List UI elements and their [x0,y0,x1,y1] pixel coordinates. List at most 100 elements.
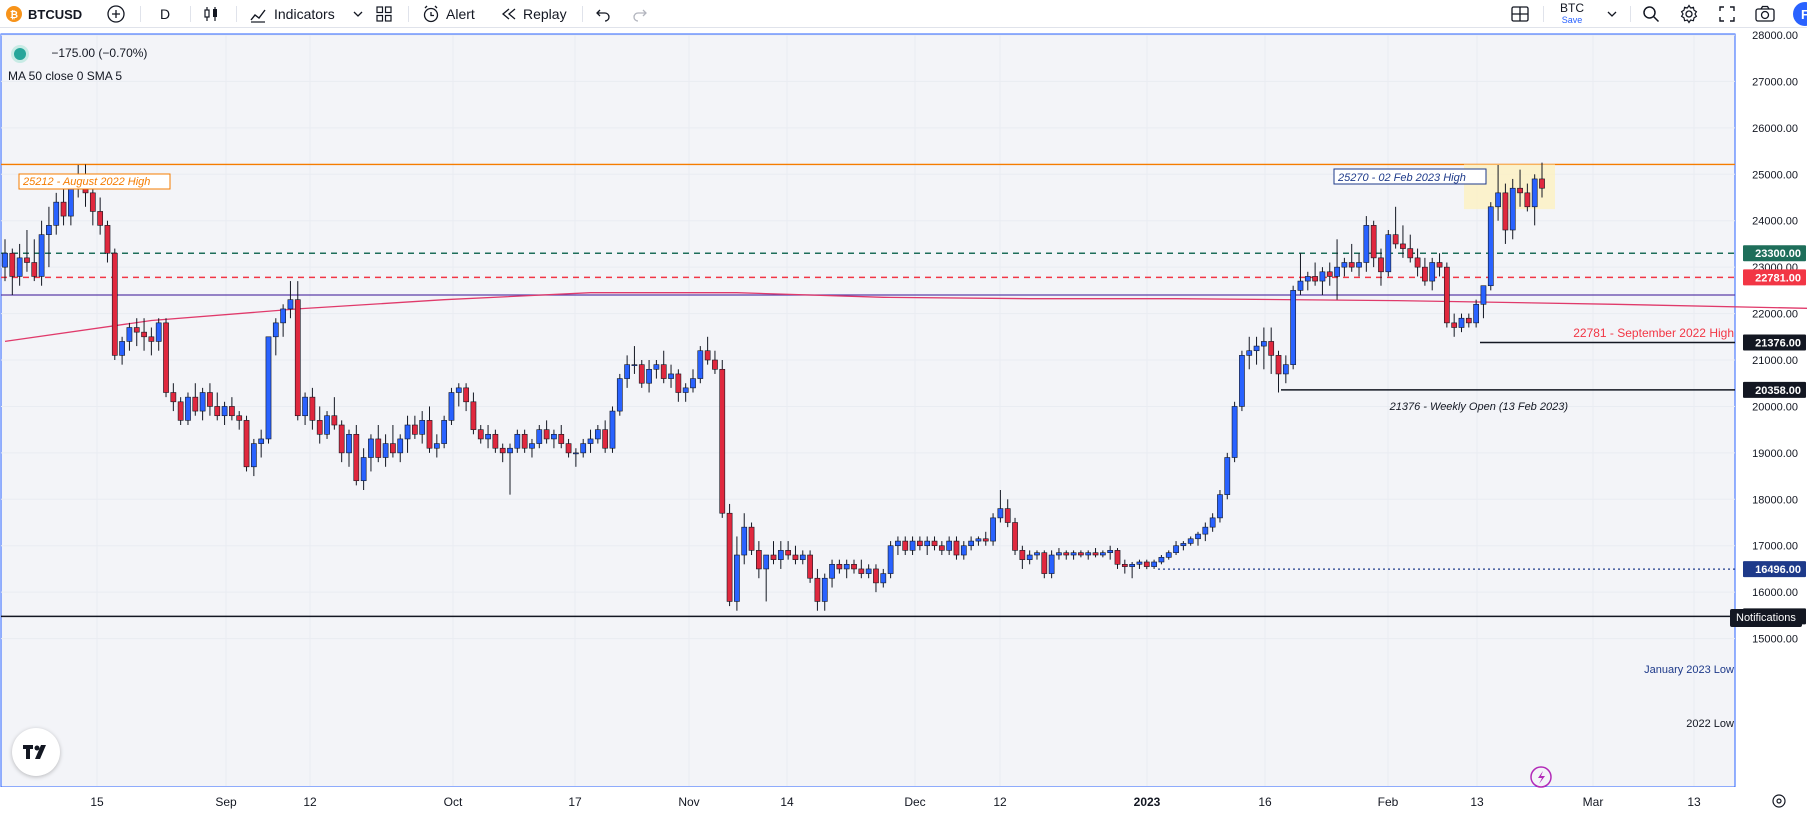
price-tick-label: 24000.00 [1752,216,1798,228]
user-avatar[interactable]: F [1793,0,1807,28]
candle-body [390,443,396,454]
candle-body [1304,276,1311,282]
time-scale-background [0,787,1807,814]
candle-body [719,368,726,514]
candle-body [1056,552,1062,556]
candle-body [924,540,931,547]
candle-body [236,415,243,421]
candle-body [1099,552,1106,556]
candle-body [1114,550,1121,565]
candle-body [1539,178,1545,189]
layout-button[interactable] [1510,0,1530,28]
time-axis-settings-icon[interactable] [1772,794,1786,808]
candle-body [1385,234,1392,273]
candle-body [133,327,140,333]
candle-body [104,225,111,254]
price-change: −175.00 (−0.70%) [51,46,148,60]
snapshot-button[interactable] [1754,0,1776,28]
notifications-button[interactable]: Notifications [1730,609,1802,627]
candle-body [1297,280,1304,291]
candle-body [111,252,118,356]
candle-body [1246,350,1253,356]
candle-body [2,252,8,268]
ma-legend[interactable]: MA 50 close 0 SMA 5 [8,69,122,83]
candle-body [734,554,740,602]
candle-body [9,252,16,277]
candle-body [960,545,967,556]
undo-button[interactable] [594,0,612,28]
price-badge [1743,334,1806,351]
candle-body [1231,406,1238,458]
candle-body [653,364,660,370]
interval-button[interactable]: D [160,0,170,28]
alert-button[interactable]: Alert [421,0,475,28]
candle-body [573,452,579,455]
alerts-flash-icon[interactable] [1530,766,1552,788]
candle-body [682,387,689,393]
replay-button[interactable]: Replay [500,0,567,28]
january-low-label: January 2023 Low [1644,664,1734,676]
layout-menu-button[interactable] [1605,0,1619,28]
candle-body [163,322,169,393]
candle-body [770,554,777,560]
feb-high-label-box [1333,168,1487,185]
candle-body [602,429,609,449]
candle-body [1341,262,1348,268]
price-tick-label: 25000.00 [1752,169,1798,181]
august-high-label-box [18,173,171,190]
tradingview-logo[interactable] [12,728,60,776]
interval-label: D [160,6,171,22]
candle-body [880,573,887,584]
chart-legend: −175.00 (−0.70%) [14,46,147,60]
templates-button[interactable] [375,0,393,28]
candle-body [141,331,147,338]
candle-body [126,327,133,342]
redo-button[interactable] [631,0,649,28]
september-high-label: 22781 - September 2022 High [1573,326,1734,340]
candle-body [1487,206,1494,287]
candle-body [492,433,499,449]
candle-body [1429,262,1436,282]
price-badge-label: 20358.00 [1755,385,1801,397]
notifications-label: Notifications [1736,612,1796,624]
indicators-icon [250,9,266,23]
price-badge-label: 23300.00 [1755,248,1801,260]
candle-body [609,410,616,449]
symbol-selector[interactable]: ₿ BTCUSD [6,0,82,28]
candle-body [294,299,301,417]
candle-body [1070,552,1077,556]
candle-body [690,378,696,389]
plus-circle-icon [107,5,125,23]
candle-body [302,396,308,417]
candle-body [243,420,250,468]
candle-body [1151,561,1157,567]
candle-body [1334,266,1340,277]
candle-body [514,433,521,449]
chart-type-button[interactable] [201,0,221,28]
candles-icon [204,7,217,21]
candle-body [565,443,572,454]
candle-body [902,540,909,551]
indicators-button[interactable]: Indicators [248,0,365,28]
price-tick-label: 18000.00 [1752,494,1798,506]
alert-label: Alert [446,6,475,22]
candle-body [368,438,374,458]
fullscreen-button[interactable] [1717,0,1737,28]
compare-symbol-button[interactable] [106,0,126,28]
candle-body [1436,262,1443,268]
candle-body [543,429,550,440]
candle-body [785,550,791,556]
candle-body [60,201,67,217]
price-badge [1743,561,1806,578]
candle-body [324,415,330,435]
settings-button[interactable] [1679,0,1699,28]
chart-background [0,33,1736,788]
layout-name: BTC [1560,1,1584,15]
layout-save-button[interactable]: BTC Save [1560,0,1584,28]
alarm-clock-icon [423,5,439,23]
search-button[interactable] [1641,0,1661,28]
undo-icon [596,9,610,22]
candle-body [975,538,982,542]
candle-body [675,373,682,393]
